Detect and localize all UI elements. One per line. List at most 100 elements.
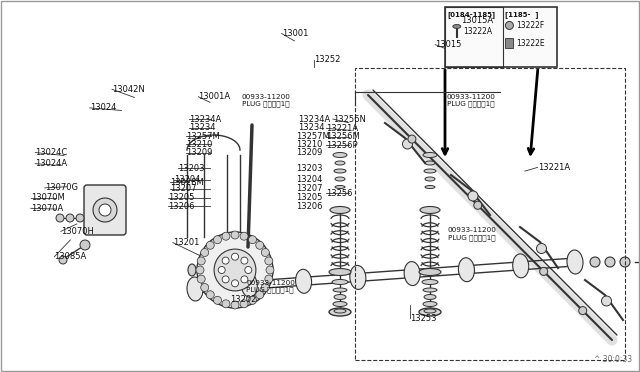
Bar [445,7,503,67]
Circle shape [540,267,548,275]
Text: 13070G: 13070G [45,183,78,192]
Circle shape [99,204,111,216]
Text: 13234: 13234 [189,123,215,132]
Text: 13209: 13209 [296,148,322,157]
Text: 13256M: 13256M [326,132,360,141]
Circle shape [206,241,214,249]
Circle shape [241,276,248,283]
Ellipse shape [458,258,474,282]
Circle shape [232,253,239,260]
Text: 13042N: 13042N [112,85,145,94]
Circle shape [222,257,229,264]
Text: 13205: 13205 [168,193,194,202]
Text: 13205: 13205 [296,193,322,202]
Text: 13234: 13234 [298,123,324,132]
Circle shape [197,232,273,308]
Ellipse shape [329,308,351,316]
Text: 00933-11200
PLUG プラグ（1）: 00933-11200 PLUG プラグ（1） [246,280,295,294]
Circle shape [245,266,252,273]
Circle shape [222,232,230,240]
Text: 13221A: 13221A [326,124,358,133]
Circle shape [248,236,257,244]
Ellipse shape [241,273,257,297]
Ellipse shape [425,186,435,189]
Ellipse shape [334,295,346,299]
Text: 13210: 13210 [296,140,322,149]
Circle shape [222,276,229,283]
Ellipse shape [330,206,350,214]
Circle shape [201,248,209,257]
Text: 13015: 13015 [435,40,461,49]
Text: 13256N: 13256N [333,115,365,124]
Circle shape [80,240,90,250]
Text: 13024C: 13024C [35,148,67,157]
Ellipse shape [423,301,437,307]
Circle shape [76,214,84,222]
Text: 13207: 13207 [170,185,196,193]
Circle shape [536,244,547,253]
Circle shape [256,241,264,249]
Text: 00933-11200
PLUG プラグ（1）: 00933-11200 PLUG プラグ（1） [242,94,291,108]
Text: 13204: 13204 [296,175,322,184]
Circle shape [240,300,248,308]
Circle shape [222,300,230,308]
Circle shape [196,266,204,274]
Ellipse shape [404,262,420,286]
Ellipse shape [334,169,346,173]
Text: 13201: 13201 [173,238,199,247]
Ellipse shape [420,206,440,214]
Ellipse shape [332,279,348,285]
Text: 13257M: 13257M [296,132,330,141]
Text: [1185-  ]: [1185- ] [505,12,539,18]
Ellipse shape [422,279,438,285]
Text: 00933-11200
PLUG プラグ（1）: 00933-11200 PLUG プラグ（1） [447,94,495,108]
Circle shape [214,236,221,244]
Circle shape [261,283,269,292]
Ellipse shape [423,288,437,292]
Text: 13203: 13203 [178,164,204,173]
Circle shape [197,257,205,265]
Circle shape [248,296,257,304]
Text: 13001A: 13001A [198,92,230,101]
Text: 13001: 13001 [282,29,308,38]
Circle shape [197,275,205,283]
Ellipse shape [425,161,435,165]
Text: 00933-11200
PLUG プラグ（1）: 00933-11200 PLUG プラグ（1） [448,227,497,241]
Circle shape [620,257,630,267]
Circle shape [474,201,482,209]
Text: 13202: 13202 [230,295,257,304]
Circle shape [214,249,256,291]
Text: 13070A: 13070A [31,204,63,213]
Circle shape [506,22,513,29]
Text: 13256P: 13256P [326,141,358,150]
Circle shape [579,307,587,315]
Circle shape [214,296,221,304]
Ellipse shape [335,177,345,181]
Ellipse shape [333,153,347,157]
Circle shape [605,257,615,267]
Ellipse shape [333,301,347,307]
Circle shape [265,275,273,283]
Circle shape [93,198,117,222]
Ellipse shape [335,161,345,165]
Text: 13204: 13204 [174,175,200,184]
Ellipse shape [334,309,346,313]
Text: 13070H: 13070H [61,227,93,236]
Ellipse shape [424,295,436,299]
Text: 13210: 13210 [186,140,212,149]
Ellipse shape [423,153,437,157]
Ellipse shape [424,309,436,313]
Circle shape [240,232,248,240]
Text: 13222A: 13222A [463,27,492,36]
Bar [506,38,513,48]
Text: 13070M: 13070M [31,193,65,202]
Circle shape [261,248,269,257]
Text: ^ 30:0:33: ^ 30:0:33 [594,355,632,364]
FancyBboxPatch shape [84,185,126,235]
Bar [355,68,625,360]
Text: 13252: 13252 [314,55,340,64]
Circle shape [590,257,600,267]
Ellipse shape [513,254,529,278]
Circle shape [256,291,264,299]
Circle shape [66,214,74,222]
